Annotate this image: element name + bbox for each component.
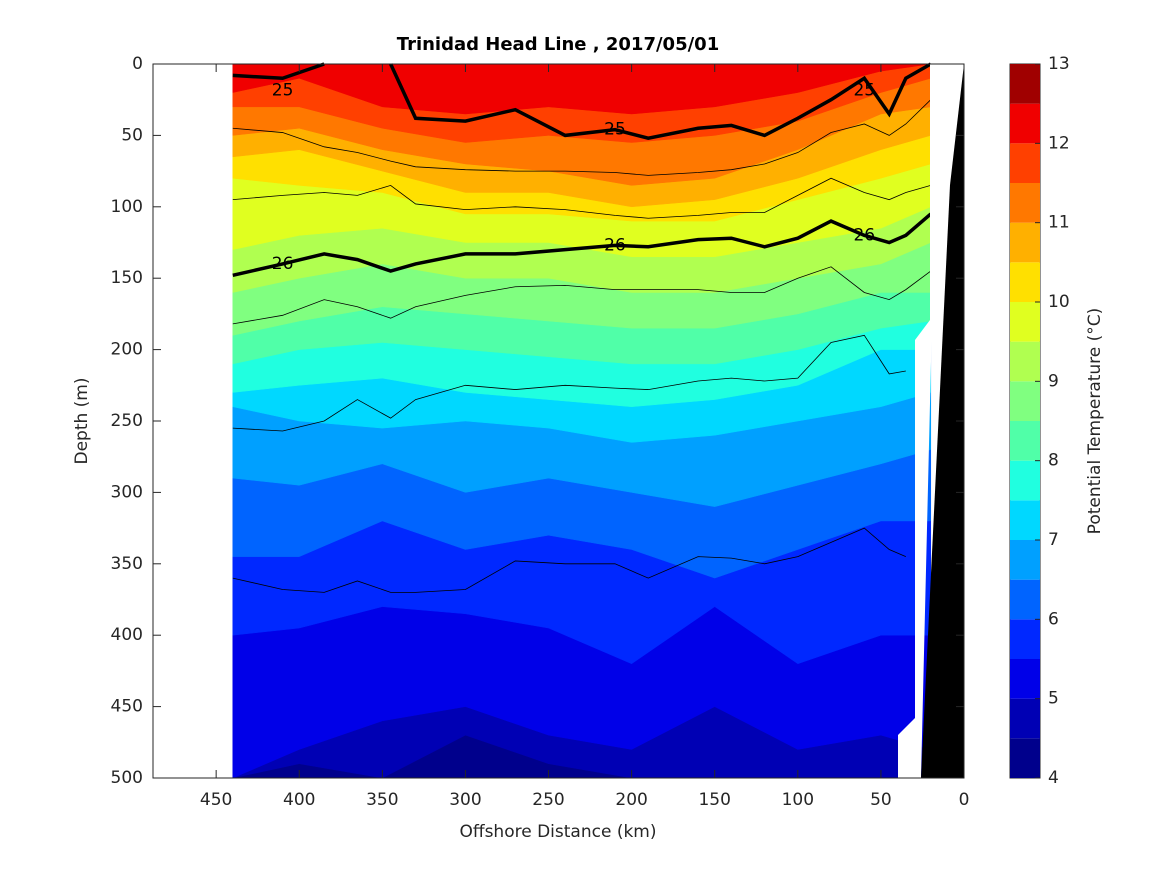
y-axis-label: Depth (m) [72, 377, 92, 464]
contour-label: 26 [853, 225, 875, 245]
colorbar-tick-label: 11 [1048, 213, 1070, 233]
contour-label: 25 [853, 80, 875, 100]
density-contour [232, 99, 932, 176]
colorbar-swatch [1010, 500, 1040, 540]
contour-label: 25 [272, 80, 294, 100]
y-tick-label: 150 [111, 268, 143, 288]
y-tick-label: 500 [111, 768, 143, 788]
x-tick-label: 50 [870, 790, 892, 810]
y-tick-label: 250 [111, 411, 143, 431]
colorbar-tick-label: 10 [1048, 292, 1070, 312]
y-tick-label: 300 [111, 482, 143, 502]
colorbar-swatch [1010, 421, 1040, 461]
y-tick-label: 100 [111, 197, 143, 217]
contour-label: 26 [604, 235, 626, 255]
colorbar-swatch [1010, 222, 1040, 263]
colorbar-tick-label: 5 [1048, 689, 1059, 709]
x-axis-label: Offshore Distance (km) [459, 822, 656, 842]
density-contour [232, 177, 931, 219]
density-contour [232, 527, 906, 593]
colorbar-tick-label: 4 [1048, 768, 1059, 788]
colorbar-swatch [1010, 659, 1040, 699]
colorbar-swatch [1010, 579, 1040, 620]
colorbar-swatch [1010, 103, 1040, 144]
x-tick-label: 450 [200, 790, 232, 810]
colorbar-swatch [1010, 341, 1040, 382]
y-tick-label: 200 [111, 340, 143, 360]
mask [898, 64, 964, 778]
colorbar-swatch [1010, 619, 1040, 659]
contour-label: 25 [604, 120, 626, 140]
colorbar-swatch [1010, 540, 1040, 580]
colorbar-tick-label: 12 [1048, 133, 1070, 153]
y-tick-label: 400 [111, 625, 143, 645]
colorbar-swatch [1010, 460, 1040, 501]
y-tick-label: 0 [132, 54, 143, 74]
colorbar-tick-label: 8 [1048, 451, 1059, 471]
colorbar-swatch [1010, 183, 1040, 223]
contour-label: 26 [272, 254, 294, 274]
colorbar-swatch [1010, 698, 1040, 739]
x-tick-label: 100 [782, 790, 814, 810]
x-tick-label: 150 [698, 790, 730, 810]
plot-area: 25 25 25 26 26 26 [232, 62, 932, 779]
colorbar-swatch [1010, 64, 1040, 104]
colorbar-tick-label: 7 [1048, 530, 1059, 550]
density-contour [232, 62, 932, 141]
colorbar-swatch [1010, 302, 1040, 342]
colorbar-tick-label: 9 [1048, 371, 1059, 391]
density-contour [232, 212, 932, 278]
colorbar-swatch [1010, 143, 1040, 183]
y-tick-label: 450 [111, 697, 143, 717]
x-tick-label: 200 [615, 790, 647, 810]
x-tick-label: 350 [366, 790, 398, 810]
colorbar-swatch [1010, 738, 1040, 778]
colorbar-swatch [1010, 262, 1040, 302]
x-tick-label: 0 [959, 790, 970, 810]
colorbar-label: Potential Temperature (°C) [1085, 308, 1105, 535]
y-tick-label: 350 [111, 554, 143, 574]
colorbar-tick-label: 13 [1048, 54, 1070, 74]
x-tick-label: 300 [449, 790, 481, 810]
density-contour [232, 266, 932, 325]
colorbar-swatch [1010, 381, 1040, 421]
x-tick-label: 250 [532, 790, 564, 810]
y-tick-label: 50 [121, 125, 143, 145]
colorbar-tick-label: 6 [1048, 609, 1059, 629]
chart-title: Trinidad Head Line , 2017/05/01 [397, 34, 719, 55]
density-contour [232, 334, 906, 432]
x-tick-label: 400 [283, 790, 315, 810]
bathymetry [921, 64, 964, 778]
